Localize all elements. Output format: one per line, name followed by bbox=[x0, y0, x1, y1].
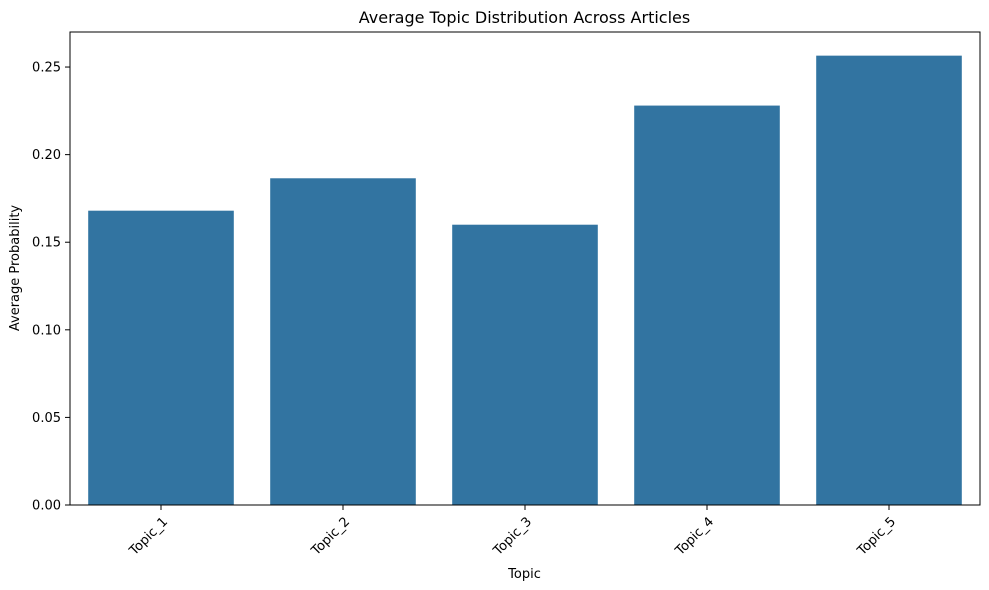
y-tick-label: 0.00 bbox=[32, 499, 61, 514]
bar-topic-4 bbox=[634, 105, 780, 506]
y-tick-label: 0.25 bbox=[32, 61, 61, 76]
bar-topic-5 bbox=[816, 55, 962, 506]
plot-frame bbox=[69, 31, 981, 506]
y-axis: 0.00 0.05 0.10 0.15 0.20 0.25 bbox=[32, 61, 70, 514]
bar-topic-2 bbox=[270, 178, 416, 505]
bars-layer bbox=[88, 55, 962, 506]
y-tick-label: 0.15 bbox=[32, 236, 61, 251]
y-tick-label: 0.10 bbox=[32, 323, 61, 338]
bar-topic-1 bbox=[88, 210, 234, 505]
chart-title: Average Topic Distribution Across Articl… bbox=[359, 8, 690, 27]
bar-topic-3 bbox=[452, 224, 598, 505]
x-axis-label: Topic bbox=[507, 567, 541, 582]
y-axis-label: Average Probability bbox=[8, 205, 23, 332]
y-tick-label: 0.20 bbox=[32, 148, 61, 163]
y-tick-label: 0.05 bbox=[32, 411, 61, 426]
